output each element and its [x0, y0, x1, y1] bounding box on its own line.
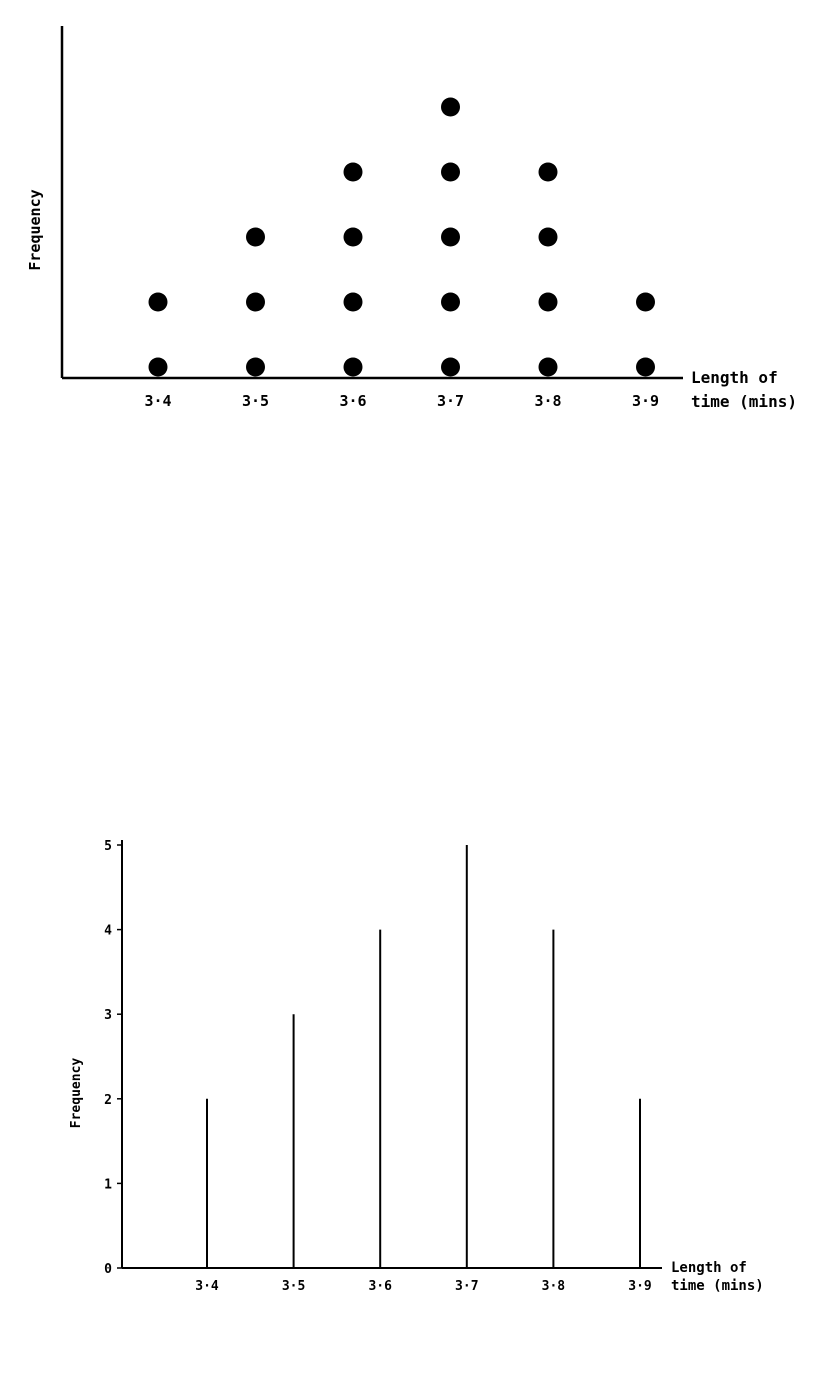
dot-2-3	[246, 227, 265, 247]
dot-5-4	[538, 162, 558, 182]
dot-plot-marks	[148, 97, 655, 377]
dot-6-1	[636, 357, 655, 377]
dot-plot-x-tick-label: 3·8	[534, 392, 561, 410]
line-graph-marks	[206, 845, 641, 1268]
line-graph-x-tick-label: 3·8	[542, 1279, 566, 1294]
dot-plot-x-axis-label-line2: time (mins)	[691, 392, 797, 411]
line-graph-x-tick-label: 3·5	[282, 1279, 305, 1294]
y-tick-label: 5	[104, 839, 112, 854]
dot-5-2	[538, 292, 558, 312]
line-graph-x-tick-label: 3·6	[368, 1279, 392, 1294]
dot-4-3	[441, 227, 460, 247]
y-tick-label: 1	[104, 1177, 112, 1192]
dot-6-2	[636, 292, 655, 312]
dot-4-5	[441, 97, 460, 117]
y-tick-label: 3	[104, 1008, 112, 1023]
dot-5-3	[538, 227, 558, 247]
dot-plot-x-tick-label: 3·7	[437, 392, 464, 410]
dot-4-2	[441, 292, 460, 312]
dot-5-1	[538, 357, 558, 377]
dot-2-2	[246, 292, 265, 312]
dot-plot-x-tick-label: 3·6	[339, 392, 366, 410]
dot-1-2	[148, 292, 168, 312]
line-graph-y-ticks: 0 1 2 3 4 5	[104, 839, 122, 1277]
dot-plot-x-tick-label: 3·9	[632, 392, 659, 410]
dot-plot-x-axis-label-line1: Length of	[691, 368, 778, 387]
line-graph-x-tick-labels: 3·4 3·5 3·6 3·7 3·8 3·9	[195, 1279, 651, 1294]
dot-plot-x-tick-label: 3·4	[144, 392, 171, 410]
line-graph-y-axis-label: Frequency	[69, 1058, 84, 1129]
y-tick-label: 4	[104, 924, 112, 939]
dot-plot-x-tick-labels: 3·4 3·5 3·6 3·7 3·8 3·9	[144, 392, 659, 410]
dot-3-4	[343, 162, 363, 182]
dot-2-1	[246, 357, 265, 377]
dot-plot-y-axis-label: Frequency	[26, 189, 44, 270]
dot-plot-x-tick-label: 3·5	[242, 392, 269, 410]
line-graph-x-tick-label: 3·9	[628, 1279, 651, 1294]
y-tick-label: 2	[104, 1093, 112, 1108]
dot-plot-chart: 3·4 3·5 3·6 3·7 3·8 3·9 Frequency Length of t…	[26, 26, 797, 411]
line-graph-x-axis-label-line1: Length of	[671, 1260, 747, 1276]
dot-3-1	[343, 357, 363, 377]
dot-4-4	[441, 162, 460, 182]
y-tick-label: 0	[104, 1262, 112, 1277]
line-graph-x-tick-label: 3·7	[455, 1279, 478, 1294]
dot-1-1	[148, 357, 168, 377]
line-graph-x-tick-label: 3·4	[195, 1279, 219, 1294]
line-graph-chart: 0 1 2 3 4 5 3·4 3·5 3·6 3·7 3·8 3·9 Frequency Leng…	[69, 839, 764, 1294]
dot-4-1	[441, 357, 460, 377]
dot-3-3	[343, 227, 363, 247]
dot-3-2	[343, 292, 363, 312]
line-graph-x-axis-label-line2: time (mins)	[671, 1278, 764, 1294]
